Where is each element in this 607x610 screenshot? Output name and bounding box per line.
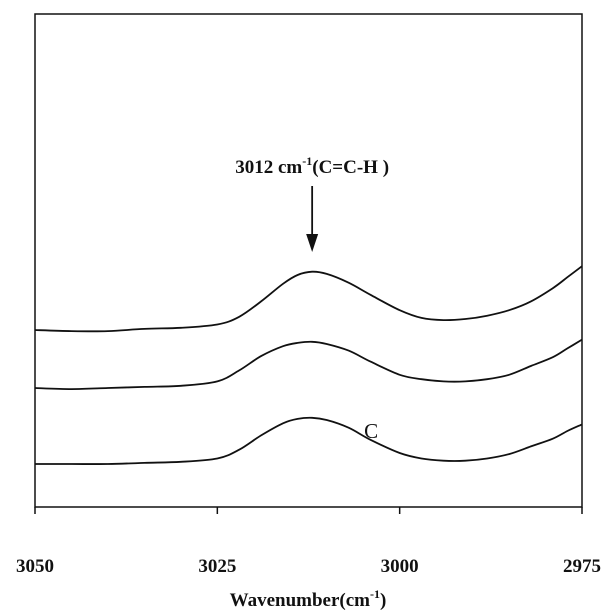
series-line-a <box>34 265 583 333</box>
series-line-c <box>34 416 583 465</box>
x-axis: 3050 3025 3000 2975 <box>16 507 601 577</box>
series-label-c: C <box>364 419 378 443</box>
x-tick-label-2975: 2975 <box>563 556 601 577</box>
series-line-b <box>34 338 583 391</box>
x-axis-label-main: Wavenumber(cm <box>230 590 371 610</box>
x-axis-label: Wavenumber(cm-1) <box>230 587 387 610</box>
annotation-text-sup: -1 <box>302 154 312 168</box>
annotation: 3012 cm-1(C=C-H ) <box>235 154 389 252</box>
annotation-label: 3012 cm-1(C=C-H ) <box>235 154 389 178</box>
x-axis-label-sup: -1 <box>370 587 380 601</box>
x-axis-label-close: ) <box>380 590 386 610</box>
annotation-text-main: 3012 cm <box>235 157 302 178</box>
series-layer: ABC <box>34 265 583 465</box>
plot-frame <box>34 13 583 508</box>
x-tick-label-3050: 3050 <box>16 556 54 577</box>
annotation-arrow-head <box>306 234 319 252</box>
x-tick-label-3025: 3025 <box>198 556 236 577</box>
x-tick-label-3000: 3000 <box>381 556 419 577</box>
annotation-text-tail: (C=C-H ) <box>312 157 389 178</box>
